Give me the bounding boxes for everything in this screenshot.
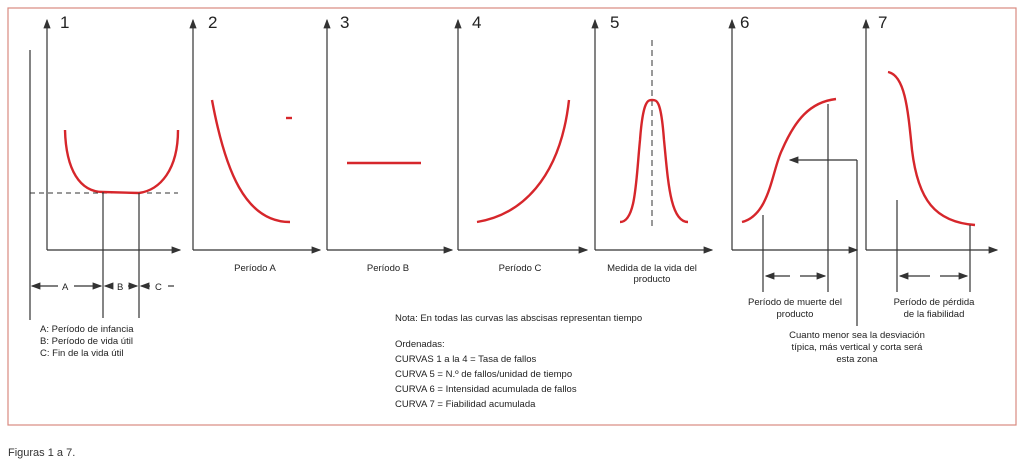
bell-curve — [619, 98, 689, 224]
svg-text:2: 2 — [208, 13, 217, 32]
bathtub-curve — [63, 129, 180, 195]
zone-c-label: C — [155, 282, 162, 293]
panel-label: Período B — [367, 263, 409, 274]
notes: Nota: En todas las curvas las abscisas r… — [395, 313, 642, 410]
svg-text:producto: producto — [777, 309, 814, 320]
s-curve — [741, 97, 837, 224]
figure-caption: Figuras 1 a 7. — [8, 447, 76, 459]
svg-text:CURVA 7 = Fiabilidad acumulada: CURVA 7 = Fiabilidad acumulada — [395, 399, 536, 410]
panel-number: 1 — [60, 13, 69, 32]
svg-text:5: 5 — [610, 13, 619, 32]
panel-4: 4 Período C — [454, 13, 589, 274]
reliability-curve — [887, 70, 976, 227]
panel-2: 2 Período A — [189, 13, 322, 274]
panel-label: Período de muerte del — [748, 297, 842, 308]
panel-label: Medida de la vida del — [607, 263, 697, 274]
svg-text:6: 6 — [740, 13, 749, 32]
panel-6: 6 Período de muerte del producto — [728, 13, 859, 326]
panel-3: 3 Período B — [323, 13, 454, 274]
svg-text:esta zona: esta zona — [836, 354, 878, 365]
panel-label: Período C — [499, 263, 542, 274]
decreasing-curve — [210, 99, 291, 224]
panel-label: Período A — [234, 263, 276, 274]
svg-text:CURVA 5 = N.º de fallos/unida: CURVA 5 = N.º de fallos/unidad de tiempo — [395, 369, 572, 380]
svg-text:7: 7 — [878, 13, 887, 32]
legend-c: C: Fin de la vida útil — [40, 348, 123, 359]
svg-text:producto: producto — [634, 274, 671, 285]
panel-7: 7 Período de pérdida de la fiabilidad — [862, 13, 999, 320]
panel-label: Período de pérdida — [894, 297, 976, 308]
svg-text:4: 4 — [472, 13, 481, 32]
svg-text:CURVAS 1 a la 4 = Tasa de fall: CURVAS 1 a la 4 = Tasa de fallos — [395, 354, 537, 365]
zone-b-label: B — [117, 282, 123, 293]
svg-text:Ordenadas:: Ordenadas: — [395, 339, 445, 350]
figure-frame — [7, 7, 1017, 426]
svg-text:3: 3 — [340, 13, 349, 32]
note-text: Nota: En todas las curvas las abscisas r… — [395, 313, 642, 324]
svg-text:Cuanto menor sea la desviación: Cuanto menor sea la desviación — [789, 330, 925, 341]
legend-b: B: Período de vida útil — [40, 336, 133, 347]
increasing-curve — [476, 99, 571, 224]
zone-a-label: A — [62, 282, 69, 293]
svg-text:CURVA 6 = Intensidad acumulada: CURVA 6 = Intensidad acumulada de fallos — [395, 384, 577, 395]
panel-1: 1 A B C A: Período de infancia B: Períod… — [29, 13, 182, 359]
panel-5: 5 Medida de la vida del producto — [591, 13, 714, 285]
legend-a: A: Período de infancia — [40, 324, 134, 335]
annotation: Cuanto menor sea la desviación típica, m… — [789, 330, 925, 365]
svg-text:típica, más vertical y corta s: típica, más vertical y corta será — [792, 342, 924, 353]
svg-text:de la fiabilidad: de la fiabilidad — [904, 309, 965, 320]
